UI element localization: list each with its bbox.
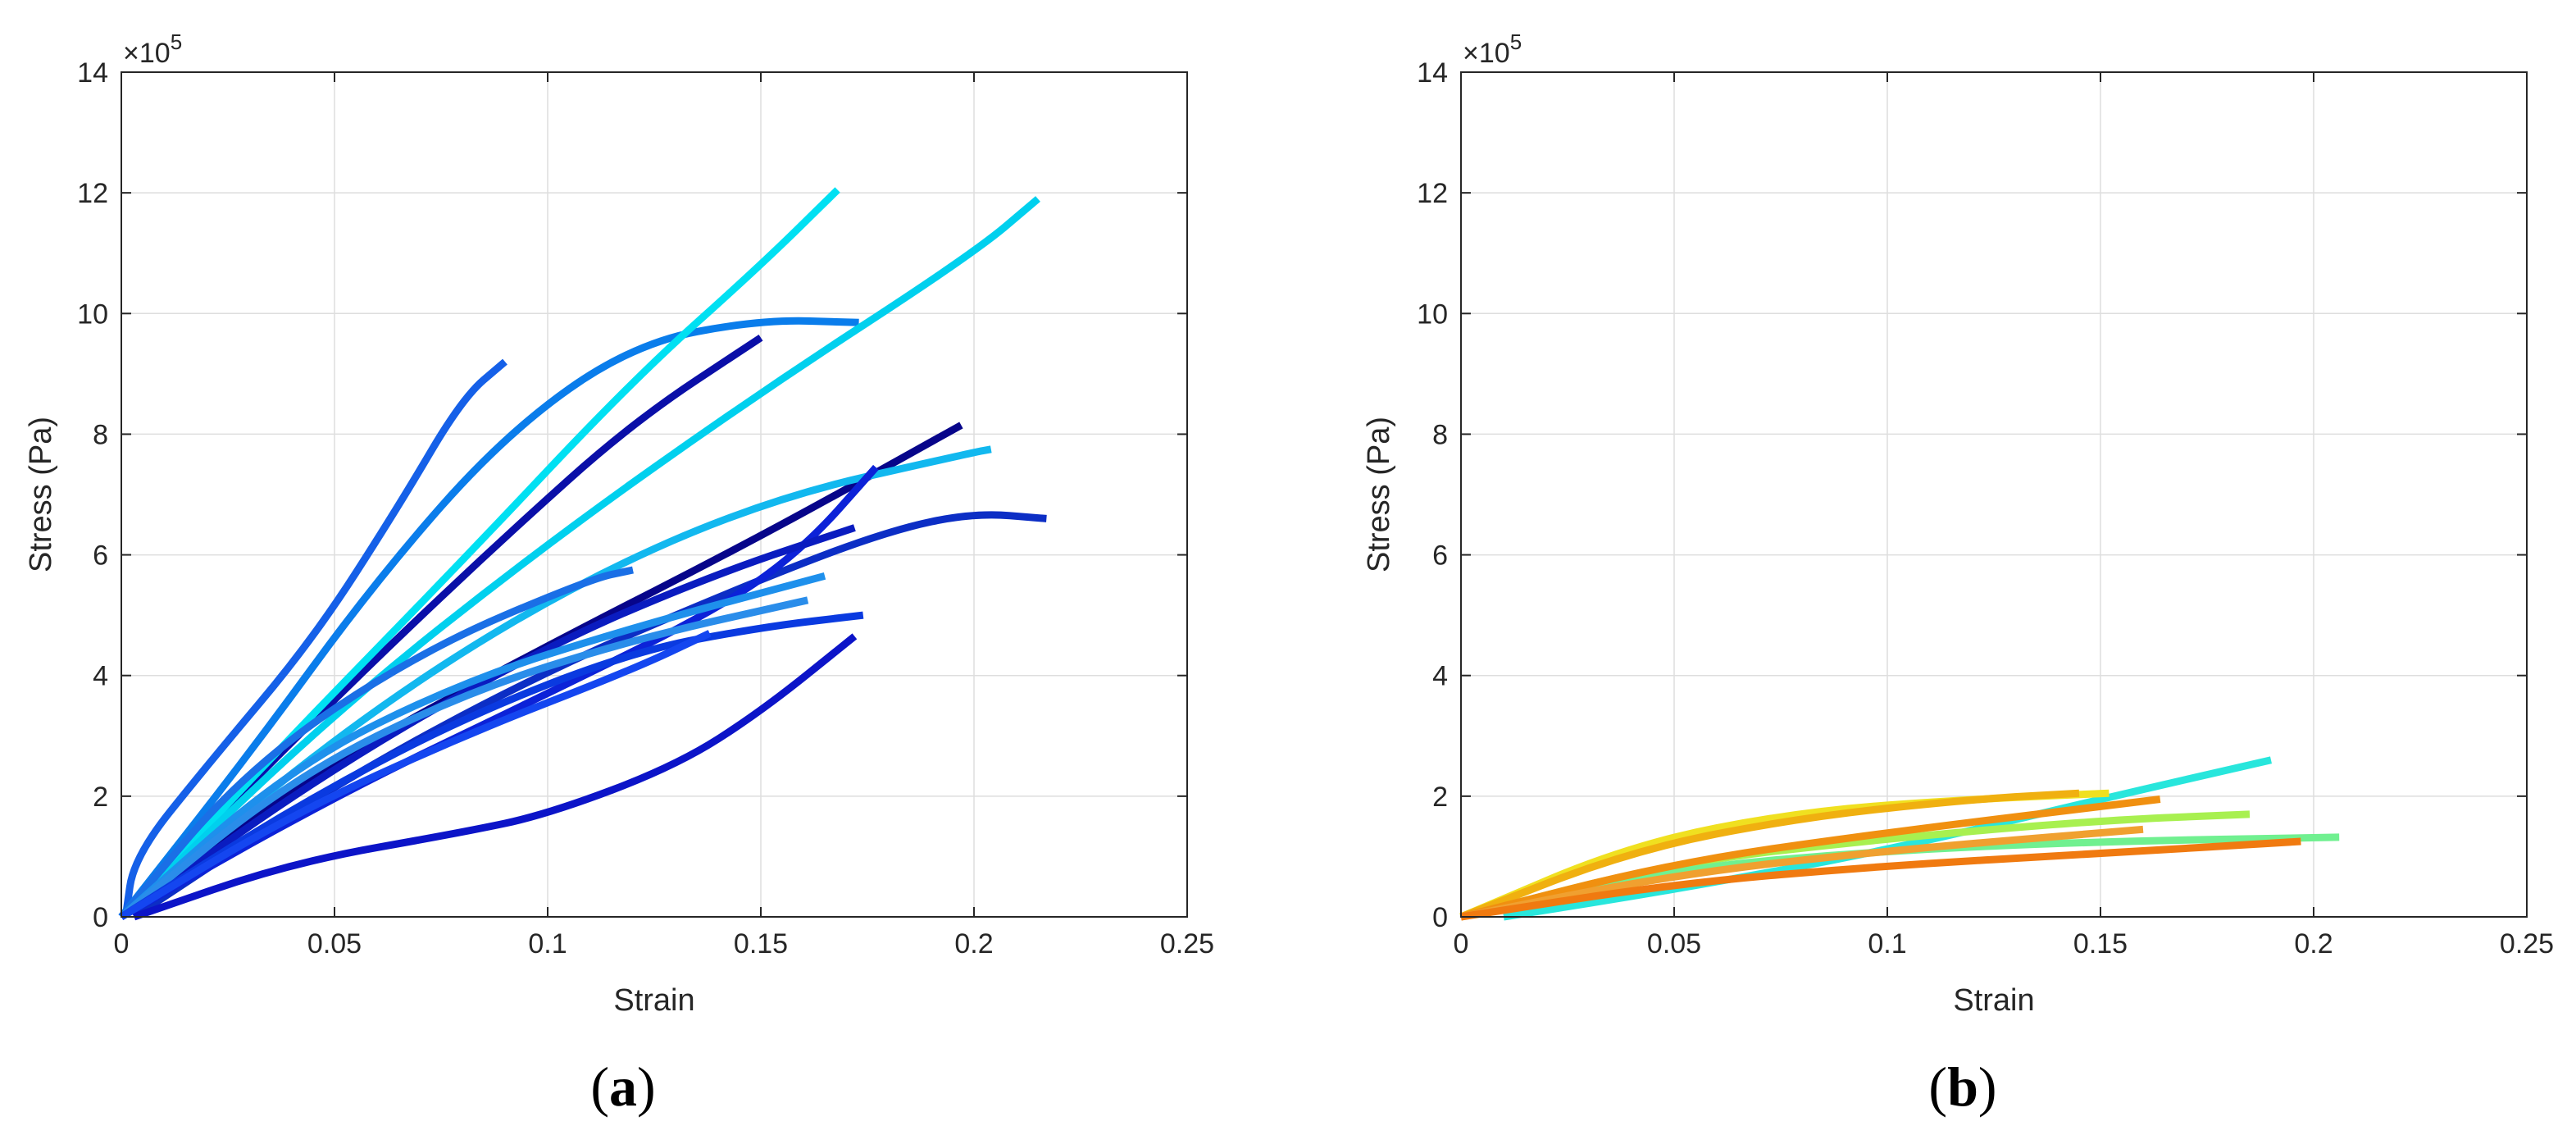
x-axis-label-a: Strain	[613, 983, 694, 1018]
caption-a-open: (	[590, 1055, 609, 1118]
y-tick-label-a-4: 8	[93, 419, 108, 450]
y-tick-label-a-5: 10	[77, 299, 108, 330]
y-tick-label-b-7: 14	[1417, 57, 1448, 89]
x-axis-label-b: Strain	[1953, 983, 2034, 1018]
series-line-a-2	[118, 317, 859, 919]
x-tick-label-a-1: 0.05	[307, 928, 362, 960]
x-tick-label-a-5: 0.25	[1160, 928, 1214, 960]
y-tick-label-b-5: 10	[1417, 299, 1448, 330]
tick-labels-a: 0 0.05 0.1 0.15 0.2 0.25 0 2 4 6 8 10 12 14	[77, 57, 1214, 960]
series-group-b	[1459, 756, 2340, 921]
x-tick-label-a-4: 0.2	[954, 928, 993, 960]
y-tick-label-a-1: 2	[93, 782, 108, 813]
caption-b-close: )	[1978, 1055, 1997, 1118]
series-group-a	[118, 187, 1047, 921]
series-line-b-6	[1459, 795, 2161, 921]
caption-b-open: (	[1928, 1055, 1947, 1118]
y-tick-label-a-3: 6	[93, 540, 108, 572]
chart-panel-b: 0 0.05 0.1 0.15 0.2 0.25 0 2 4 6 8 10 12 14 ×105 Stra…	[1362, 30, 2554, 1118]
caption-a: (a)	[590, 1055, 655, 1118]
x-tick-label-b-4: 0.2	[2294, 928, 2333, 960]
x-tick-label-b-2: 0.1	[1868, 928, 1906, 960]
series-line-b-8	[1460, 837, 2301, 921]
y-tick-label-b-3: 6	[1432, 540, 1448, 572]
plot-area-b	[1461, 72, 2527, 917]
axes-frame-b	[1460, 71, 2528, 918]
x-tick-label-a-3: 0.15	[734, 928, 788, 960]
y-axis-label-a: Stress (Pa)	[24, 417, 58, 572]
x-tick-label-b-1: 0.05	[1647, 928, 1701, 960]
y-tick-label-a-6: 12	[77, 178, 108, 209]
series-line-a-4	[118, 187, 840, 920]
y-tick-label-b-2: 4	[1432, 661, 1448, 692]
series-line-a-13	[119, 596, 809, 920]
caption-a-letter: a	[609, 1055, 637, 1118]
x-tick-label-b-5: 0.25	[2500, 928, 2554, 960]
y-tick-label-b-0: 0	[1432, 902, 1448, 933]
x-tick-label-b-3: 0.15	[2073, 928, 2128, 960]
series-line-b-5	[1459, 789, 2080, 921]
x-tick-label-b-0: 0	[1454, 928, 1469, 960]
y-tick-label-a-2: 4	[93, 661, 108, 692]
series-line-a-1	[121, 358, 507, 918]
series-line-a-7	[119, 445, 992, 920]
chart-panel-a: 0 0.05 0.1 0.15 0.2 0.25 0 2 4 6 8 10 12 14 ×105 Stra…	[24, 30, 1214, 1118]
series-line-a-11	[118, 566, 634, 919]
y-tick-label-b-4: 8	[1432, 419, 1448, 450]
y-multiplier-exponent-b: 5	[1510, 30, 1522, 54]
y-tick-label-a-7: 14	[77, 57, 108, 89]
x-tick-label-a-2: 0.1	[528, 928, 567, 960]
y-multiplier-b: ×105	[1463, 30, 1522, 69]
series-line-b-7	[1460, 825, 2144, 921]
y-axis-label-b: Stress (Pa)	[1362, 417, 1396, 572]
series-line-a-15	[133, 633, 858, 921]
y-multiplier-a: ×105	[123, 30, 182, 69]
axes-frame-a	[121, 71, 1188, 918]
series-line-a-14	[119, 611, 864, 920]
tick-labels-b: 0 0.05 0.1 0.15 0.2 0.25 0 2 4 6 8 10 12 14	[1417, 57, 2554, 960]
gridlines-b	[1461, 72, 2527, 917]
series-line-a-16	[119, 630, 712, 920]
y-tick-label-a-0: 0	[93, 902, 108, 933]
caption-a-close: )	[637, 1055, 656, 1118]
caption-b-letter: b	[1947, 1055, 1978, 1118]
y-tick-label-b-6: 12	[1417, 178, 1448, 209]
series-line-a-12	[119, 572, 826, 920]
caption-b: (b)	[1928, 1055, 1996, 1118]
y-tick-label-b-1: 2	[1432, 782, 1448, 813]
y-multiplier-exponent-a: 5	[171, 30, 182, 54]
x-tick-label-a-0: 0	[114, 928, 130, 960]
